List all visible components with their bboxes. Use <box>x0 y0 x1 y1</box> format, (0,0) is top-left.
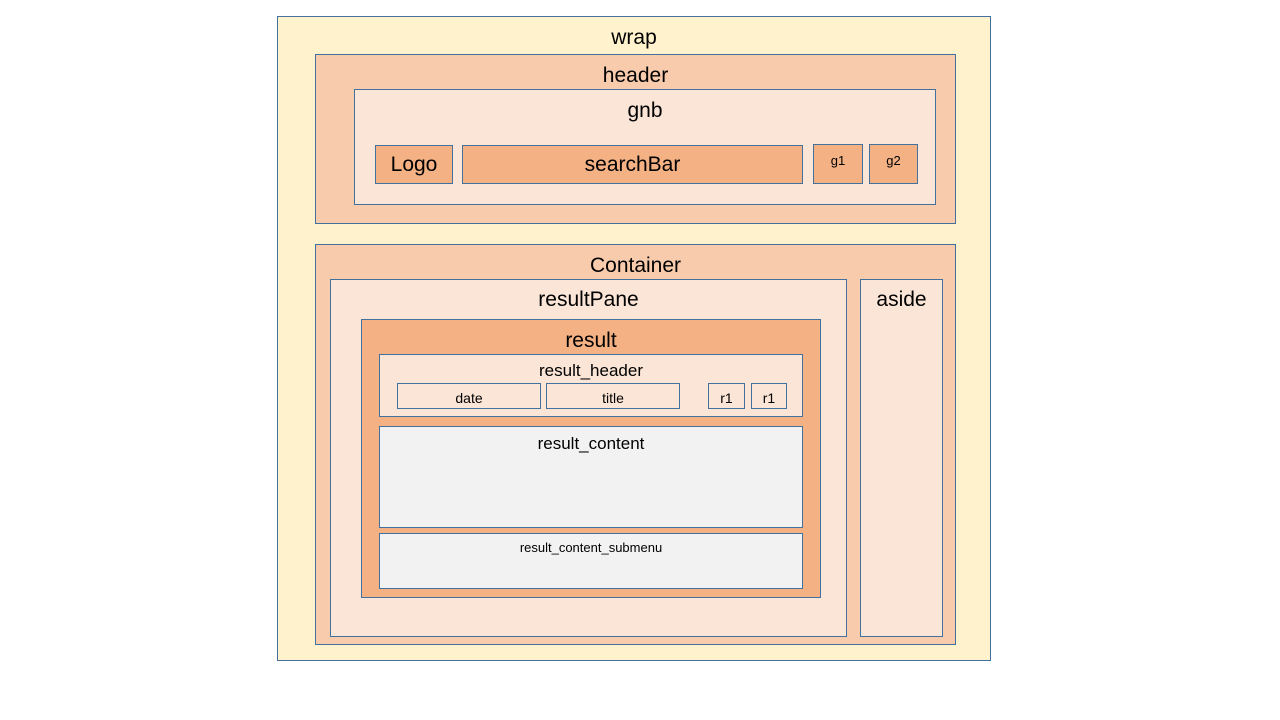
gnb-label: gnb <box>627 99 663 122</box>
search-bar-box: searchBar <box>462 145 803 184</box>
g2-box: g2 <box>869 144 918 184</box>
header-label: header <box>602 64 669 87</box>
r1-box-second: r1 <box>751 383 787 409</box>
result-content-submenu-label: result_content_submenu <box>519 540 663 555</box>
r1-box-first: r1 <box>708 383 745 409</box>
aside-box: aside <box>860 279 943 637</box>
search-bar-label: searchBar <box>584 152 681 176</box>
result-pane-label: resultPane <box>538 288 639 311</box>
wrap-label: wrap <box>611 26 657 49</box>
date-box: date <box>397 383 541 409</box>
result-label: result <box>565 329 617 352</box>
title-label: title <box>602 389 624 406</box>
r1-label-second: r1 <box>762 389 776 406</box>
logo-box: Logo <box>375 145 453 184</box>
result-content-box: result_content <box>379 426 803 528</box>
result-content-submenu-box: result_content_submenu <box>379 533 803 589</box>
result-header-label: result_header <box>539 361 643 380</box>
date-label: date <box>455 389 483 406</box>
title-box: title <box>546 383 680 409</box>
r1-label-first: r1 <box>720 389 733 406</box>
result-content-label: result_content <box>537 434 645 453</box>
g1-box: g1 <box>813 144 863 184</box>
container-label: Container <box>589 254 682 277</box>
aside-label: aside <box>876 288 927 311</box>
logo-label: Logo <box>390 152 438 176</box>
g2-label: g2 <box>886 153 901 168</box>
g1-label: g1 <box>830 153 846 168</box>
